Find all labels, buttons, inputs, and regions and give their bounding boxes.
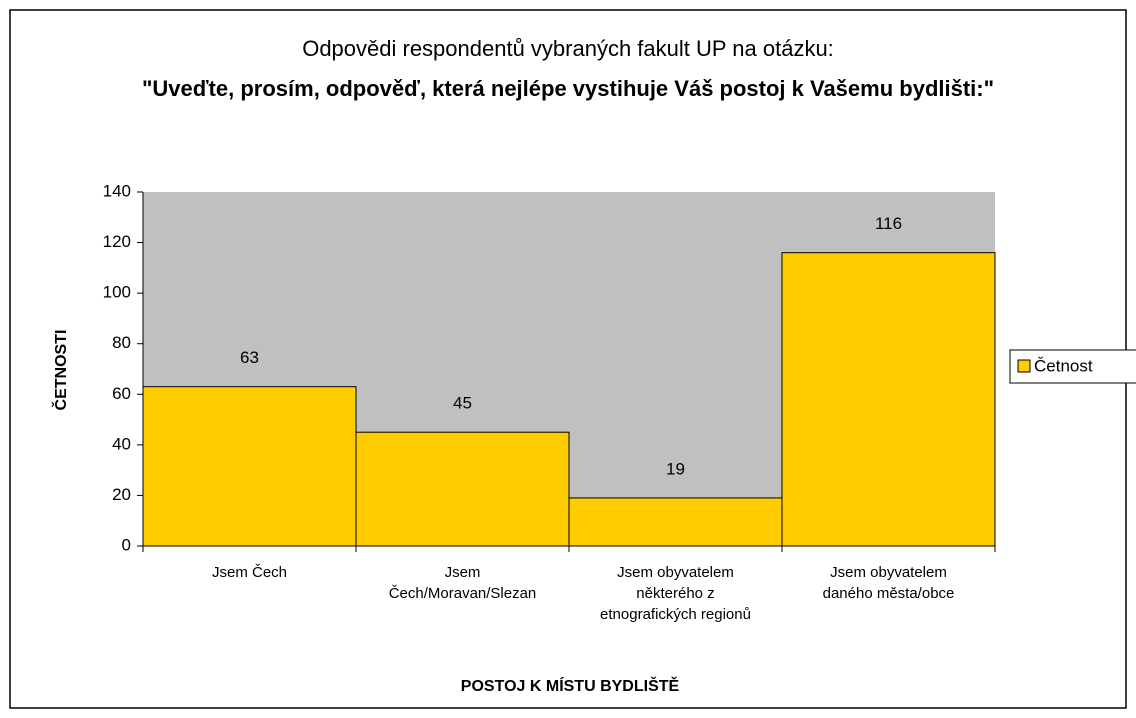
y-tick-label: 120 bbox=[103, 232, 131, 251]
y-tick-label: 0 bbox=[122, 535, 131, 554]
y-tick-label: 100 bbox=[103, 283, 131, 302]
x-tick-label: Jsem obyvatelem některého z etnografický… bbox=[600, 564, 751, 623]
y-tick-label: 40 bbox=[112, 434, 131, 453]
chart-subtitle: "Uveďte, prosím, odpověď, která nejlépe … bbox=[141, 76, 995, 101]
y-tick-label: 80 bbox=[112, 333, 131, 352]
y-axis-label: ČETNOSTI bbox=[51, 330, 70, 411]
legend-box bbox=[1009, 349, 1136, 384]
x-tick-label: Jsem Čech/Moravan/Slezan bbox=[388, 564, 537, 602]
y-tick-label: 20 bbox=[112, 485, 131, 504]
bar bbox=[355, 431, 570, 547]
chart-title: Odpovědi respondentů vybraných fakult UP… bbox=[302, 36, 834, 61]
y-tick-label: 140 bbox=[103, 181, 131, 200]
bar bbox=[568, 497, 783, 547]
y-tick-label: 60 bbox=[112, 384, 131, 403]
legend-label: Četnost bbox=[1034, 356, 1093, 375]
value-label: 45 bbox=[453, 394, 472, 413]
x-tick-label: Jsem obyvatelem daného města/obce bbox=[822, 564, 955, 602]
x-tick-label: Jsem Čech bbox=[211, 564, 288, 581]
bar bbox=[142, 386, 357, 547]
bar bbox=[781, 252, 996, 547]
value-label: 19 bbox=[666, 459, 685, 478]
x-axis-label: POSTOJ K MÍSTU BYDLIŠTĚ bbox=[460, 678, 680, 695]
value-label: 63 bbox=[240, 348, 259, 367]
legend-swatch bbox=[1017, 359, 1031, 373]
value-label: 116 bbox=[875, 214, 902, 233]
